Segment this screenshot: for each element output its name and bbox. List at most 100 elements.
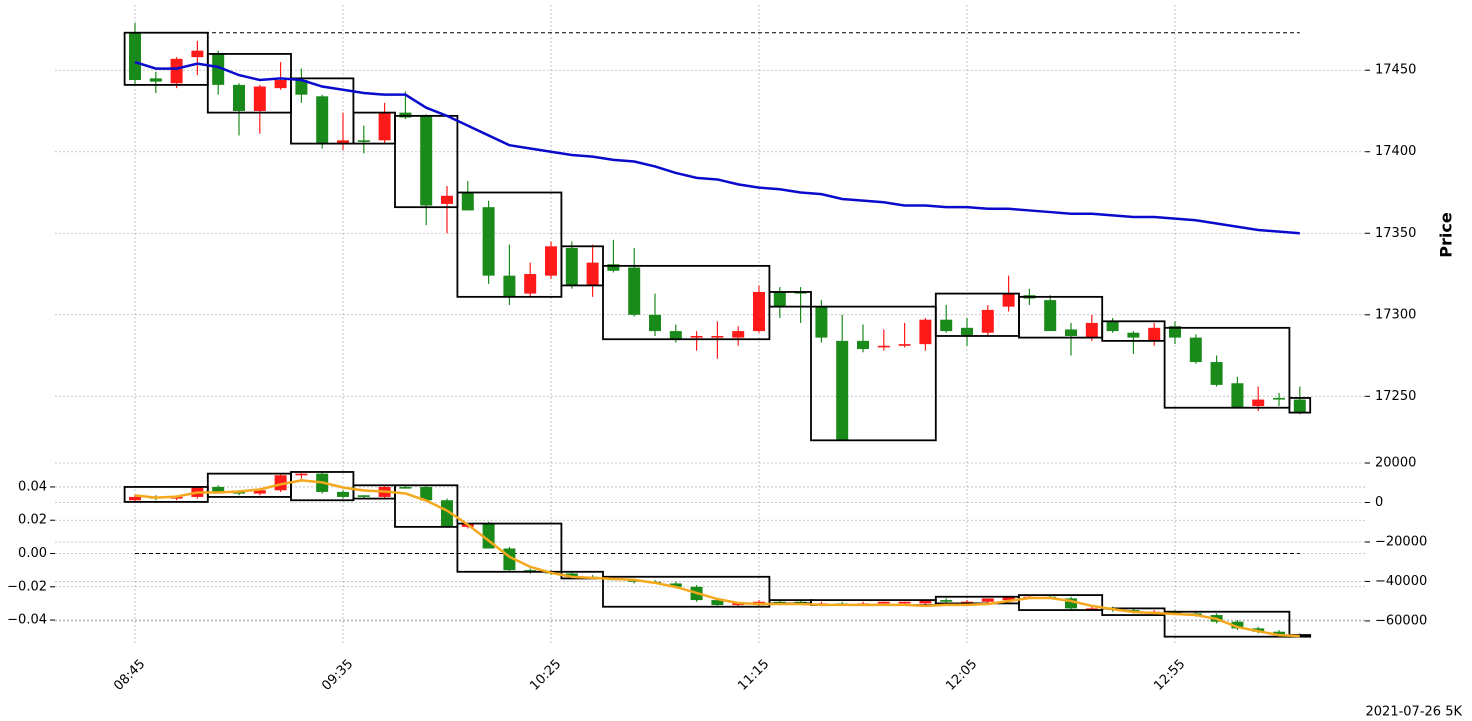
candle-body (565, 247, 578, 286)
candle-body (961, 601, 973, 603)
x-tick-label: 12:05 (943, 657, 980, 694)
candle-body (1231, 621, 1244, 629)
y-tick-label: 0.04 (18, 479, 47, 494)
y-tick-label: −0.04 (7, 613, 47, 628)
candle-body (253, 86, 266, 111)
x-axis-label: 2021-07-26 5K (1366, 705, 1463, 720)
y-tick-label: 17350 (1375, 226, 1416, 241)
candle-body (1002, 293, 1015, 307)
y-tick-label: −0.02 (7, 579, 47, 594)
range-box (768, 291, 812, 308)
range-box (456, 522, 563, 573)
candle-body (877, 345, 890, 348)
candle-body (295, 473, 308, 476)
candle-body (441, 195, 453, 204)
candle-body (233, 84, 245, 111)
overlay-line (134, 479, 1300, 638)
candle-body (877, 601, 890, 604)
candle-body (1085, 322, 1098, 338)
candle-body (711, 600, 724, 606)
candle-body (628, 267, 641, 315)
y-axis-label: Price (1437, 212, 1456, 258)
candle-body (961, 327, 973, 336)
candle-body (129, 32, 141, 80)
candle-body (170, 58, 183, 84)
candle-body (981, 598, 994, 602)
candle-body (357, 495, 370, 497)
candle-body (1210, 362, 1223, 385)
x-tick-label: 12:55 (1151, 657, 1188, 694)
candle-body (149, 78, 162, 82)
overlay-line (134, 60, 1300, 235)
candle-body (940, 319, 953, 332)
candle-body (253, 490, 266, 494)
y2-tick-label: −60000 (1375, 613, 1427, 628)
candle-body (1044, 300, 1057, 332)
candle-body (1252, 399, 1265, 407)
candle-body (316, 96, 329, 144)
candle-body (274, 475, 287, 491)
y-tick-label: 17400 (1375, 144, 1416, 159)
candle-body (815, 306, 828, 338)
range-box (1018, 295, 1104, 339)
candle-body (1065, 329, 1077, 336)
candle-body (565, 573, 578, 577)
range-box (1163, 610, 1291, 638)
candle-body (669, 331, 682, 340)
range-box (810, 305, 937, 442)
candle-body (212, 53, 225, 85)
candle-body (482, 207, 495, 276)
candle-body (233, 491, 245, 494)
candle-body (378, 112, 391, 141)
y2-tick-label: 0 (1375, 495, 1383, 510)
candle-body (420, 486, 433, 501)
candle-body (461, 192, 474, 211)
candle-body (295, 80, 308, 95)
candle-body (1085, 608, 1098, 610)
candle-body (337, 491, 349, 497)
range-box (394, 114, 459, 209)
candle-body (1106, 321, 1119, 332)
candle-body (1273, 631, 1285, 636)
candle-body (732, 603, 745, 606)
y-tick-label: 0.00 (18, 546, 47, 561)
candle-body (420, 115, 433, 206)
candle-body (919, 600, 932, 604)
candle-body (981, 309, 994, 333)
range-box (456, 191, 563, 298)
range-box (602, 575, 771, 608)
candle-body (898, 601, 911, 604)
y-tick-label: 17450 (1375, 63, 1416, 78)
y-tick-label: 17250 (1375, 389, 1416, 404)
range-box (394, 484, 459, 528)
candle-body (212, 486, 225, 492)
candle-body (1293, 399, 1306, 413)
candle-body (753, 291, 765, 332)
y2-tick-label: −40000 (1375, 574, 1427, 589)
candle-body (441, 500, 453, 527)
y-tick-label: 0.02 (18, 513, 47, 528)
candle-body (1002, 596, 1015, 601)
candle-body (857, 340, 869, 350)
candle-body (1169, 326, 1181, 338)
range-box (1163, 326, 1291, 409)
candle-body (836, 340, 849, 441)
x-tick-label: 08:45 (111, 657, 148, 694)
y2-tick-label: −20000 (1375, 534, 1427, 549)
candle-body (357, 140, 370, 142)
candle-body (399, 486, 412, 489)
candle-body (732, 331, 745, 338)
candle-body (1231, 383, 1244, 408)
candle-body (690, 335, 703, 338)
candle-body (1189, 337, 1202, 363)
candle-body (1065, 598, 1077, 609)
candle-body (711, 335, 724, 338)
candle-body (191, 50, 204, 58)
y2-tick-label: 20000 (1375, 456, 1416, 471)
x-tick-label: 09:35 (319, 657, 356, 694)
candle-body (503, 275, 516, 297)
candle-body (524, 274, 537, 294)
candle-body (1148, 327, 1161, 341)
candle-body (337, 140, 349, 144)
